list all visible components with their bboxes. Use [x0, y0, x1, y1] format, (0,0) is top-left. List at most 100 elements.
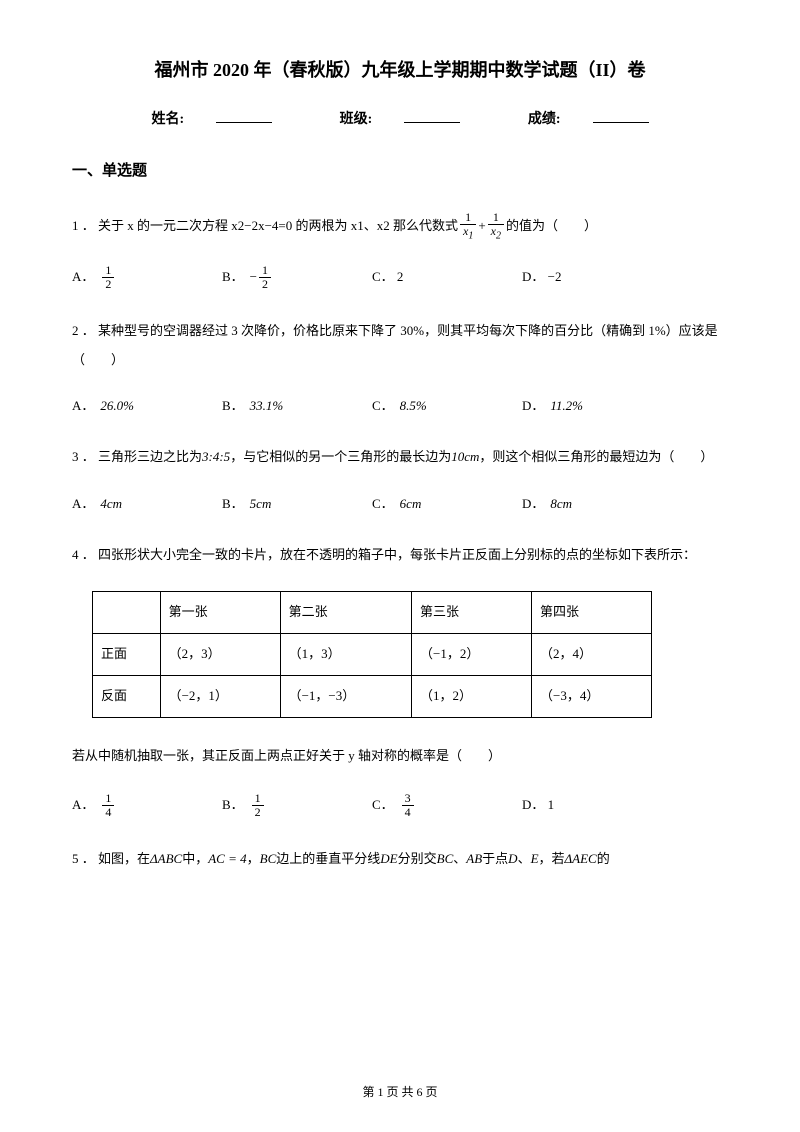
q3-a-label: A． — [72, 494, 94, 515]
q5-m4: 分别交 — [398, 845, 437, 874]
q1-frac1-sub: 1 — [468, 231, 473, 242]
student-info: 姓名: 班级: 成绩: — [72, 109, 728, 131]
q1-opt-a[interactable]: A． 12 — [72, 264, 222, 291]
q4-opt-c[interactable]: C． 34 — [372, 792, 522, 819]
q1-opt-b-frac: 12 — [259, 264, 271, 291]
q5-e: E — [531, 845, 539, 874]
row2-c1: （−2，1） — [160, 675, 280, 717]
class-label: 班级: — [340, 112, 373, 127]
q5-abc: ΔABC — [150, 845, 182, 874]
q1-opt-b-num: 1 — [259, 264, 271, 277]
q1-opt-c[interactable]: C． 2 — [372, 264, 522, 291]
question-4: 4 ． 四张形状大小完全一致的卡片，放在不透明的箱子中，每张卡片正反面上分别标的… — [72, 541, 728, 570]
q3-d-val: 8cm — [550, 494, 572, 515]
q5-eq: AC = 4 — [208, 845, 246, 874]
q4-d-text: D． 1 — [522, 795, 554, 816]
question-2: 2 ． 某种型号的空调器经过 3 次降价，价格比原来下降了 30%，则其平均每次… — [72, 317, 728, 374]
q1-opt-c-text: C． 2 — [372, 267, 403, 288]
q4-opt-a[interactable]: A． 14 — [72, 792, 222, 819]
section-1-title: 一、单选题 — [72, 159, 728, 183]
q1-opt-d-text: D． −2 — [522, 267, 561, 288]
q5-d: D — [508, 845, 517, 874]
q1-plus: + — [478, 212, 485, 241]
q1-opt-a-den: 2 — [102, 277, 114, 291]
q1-opt-b-label: B． — [222, 267, 244, 288]
q2-text: 2 ． 某种型号的空调器经过 3 次降价，价格比原来下降了 30%，则其平均每次… — [72, 317, 728, 374]
q4-opt-b[interactable]: B． 12 — [222, 792, 372, 819]
q1-opt-a-frac: 12 — [102, 264, 114, 291]
q2-opt-a[interactable]: A． 26.0% — [72, 396, 222, 417]
q5-m3: 边上的垂直平分线 — [276, 845, 380, 874]
q3-opt-d[interactable]: D．8cm — [522, 494, 672, 515]
q2-opt-d[interactable]: D．11.2% — [522, 396, 672, 417]
q4-b-frac: 12 — [252, 792, 264, 819]
q5-ab: AB — [466, 845, 482, 874]
q1-frac2: 1 x2 — [488, 211, 504, 242]
q4-a-frac: 14 — [102, 792, 114, 819]
row2-c3: （1，2） — [412, 675, 532, 717]
q5-m2: ， — [247, 845, 260, 874]
q3-opt-c[interactable]: C．6cm — [372, 494, 522, 515]
question-5: 5 ． 如图，在 ΔABC 中， AC = 4 ， BC 边上的垂直平分线 DE… — [72, 845, 728, 874]
q3-c-val: 6cm — [400, 494, 422, 515]
q3-b-label: B． — [222, 494, 244, 515]
q1-frac2-den: x2 — [488, 224, 504, 241]
q1-text-pre: 1 ． 关于 x 的一元二次方程 x2−2x−4=0 的两根为 x1、x2 那么… — [72, 212, 458, 241]
q1-opt-d[interactable]: D． −2 — [522, 264, 672, 291]
q2-a-val: 26.0% — [100, 396, 134, 417]
table-row: 正面 （2，3） （1，3） （−1，2） （2，4） — [93, 633, 652, 675]
q3-opt-a[interactable]: A．4cm — [72, 494, 222, 515]
q2-opt-b[interactable]: B．33.1% — [222, 396, 372, 417]
q5-m5: 、 — [453, 845, 466, 874]
question-1: 1 ． 关于 x 的一元二次方程 x2−2x−4=0 的两根为 x1、x2 那么… — [72, 211, 728, 242]
row2-c2: （−1，−3） — [280, 675, 411, 717]
q1-frac2-num: 1 — [488, 211, 504, 224]
q1-opt-b-den: 2 — [259, 277, 271, 291]
q1-frac2-sub: 2 — [496, 231, 501, 242]
q5-m8: ，若 — [539, 845, 565, 874]
q3-opt-b[interactable]: B． 5cm — [222, 494, 372, 515]
q5-de: DE — [380, 845, 397, 874]
q2-c-val: 8.5% — [400, 396, 427, 417]
q3-ratio: 3:4:5 — [202, 443, 230, 472]
q4-b-label: B． — [222, 795, 244, 816]
th-3: 第三张 — [412, 592, 532, 634]
q1-opt-b[interactable]: B． − 12 — [222, 264, 372, 291]
q5-aec: ΔAEC — [565, 845, 597, 874]
q4-b-num: 1 — [252, 792, 264, 805]
q5-pre: 5 ． 如图，在 — [72, 845, 150, 874]
q4-c-num: 3 — [402, 792, 414, 805]
exam-title: 福州市 2020 年（春秋版）九年级上学期期中数学试题（II）卷 — [72, 56, 728, 85]
q3-val: 10cm — [451, 443, 479, 472]
q3-pre: 3 ． 三角形三边之比为 — [72, 443, 202, 472]
q4-c-frac: 34 — [402, 792, 414, 819]
q5-m6: 于点 — [482, 845, 508, 874]
question-3: 3 ． 三角形三边之比为 3:4:5 ，与它相似的另一个三角形的最长边为 10c… — [72, 443, 728, 472]
th-2: 第二张 — [280, 592, 411, 634]
row2-label: 反面 — [93, 675, 161, 717]
score-blank[interactable] — [593, 109, 649, 123]
row1-c1: （2，3） — [160, 633, 280, 675]
row1-c2: （1，3） — [280, 633, 411, 675]
q3-post: ，则这个相似三角形的最短边为（ ） — [479, 443, 713, 472]
q1-opt-b-neg: − — [250, 267, 257, 288]
q4-text: 4 ． 四张形状大小完全一致的卡片，放在不透明的箱子中，每张卡片正反面上分别标的… — [72, 541, 696, 570]
q5-m7: 、 — [518, 845, 531, 874]
q5-bc2: BC — [437, 845, 454, 874]
row1-c3: （−1，2） — [412, 633, 532, 675]
question-4b: 若从中随机抽取一张，其正反面上两点正好关于 y 轴对称的概率是（ ） — [72, 742, 728, 771]
q2-opt-c[interactable]: C．8.5% — [372, 396, 522, 417]
q4-b-den: 2 — [252, 805, 264, 819]
q1-frac1: 1 x1 — [460, 211, 476, 242]
q4-c-den: 4 — [402, 805, 414, 819]
q2-a-label: A． — [72, 396, 94, 417]
class-blank[interactable] — [404, 109, 460, 123]
name-label: 姓名: — [151, 112, 184, 127]
q3-b-val: 5cm — [250, 494, 272, 515]
th-4: 第四张 — [532, 592, 652, 634]
page-footer: 第 1 页 共 6 页 — [0, 1083, 800, 1102]
name-blank[interactable] — [216, 109, 272, 123]
th-1: 第一张 — [160, 592, 280, 634]
q4-opt-d[interactable]: D． 1 — [522, 792, 672, 819]
q2-options: A． 26.0% B．33.1% C．8.5% D．11.2% — [72, 396, 728, 417]
